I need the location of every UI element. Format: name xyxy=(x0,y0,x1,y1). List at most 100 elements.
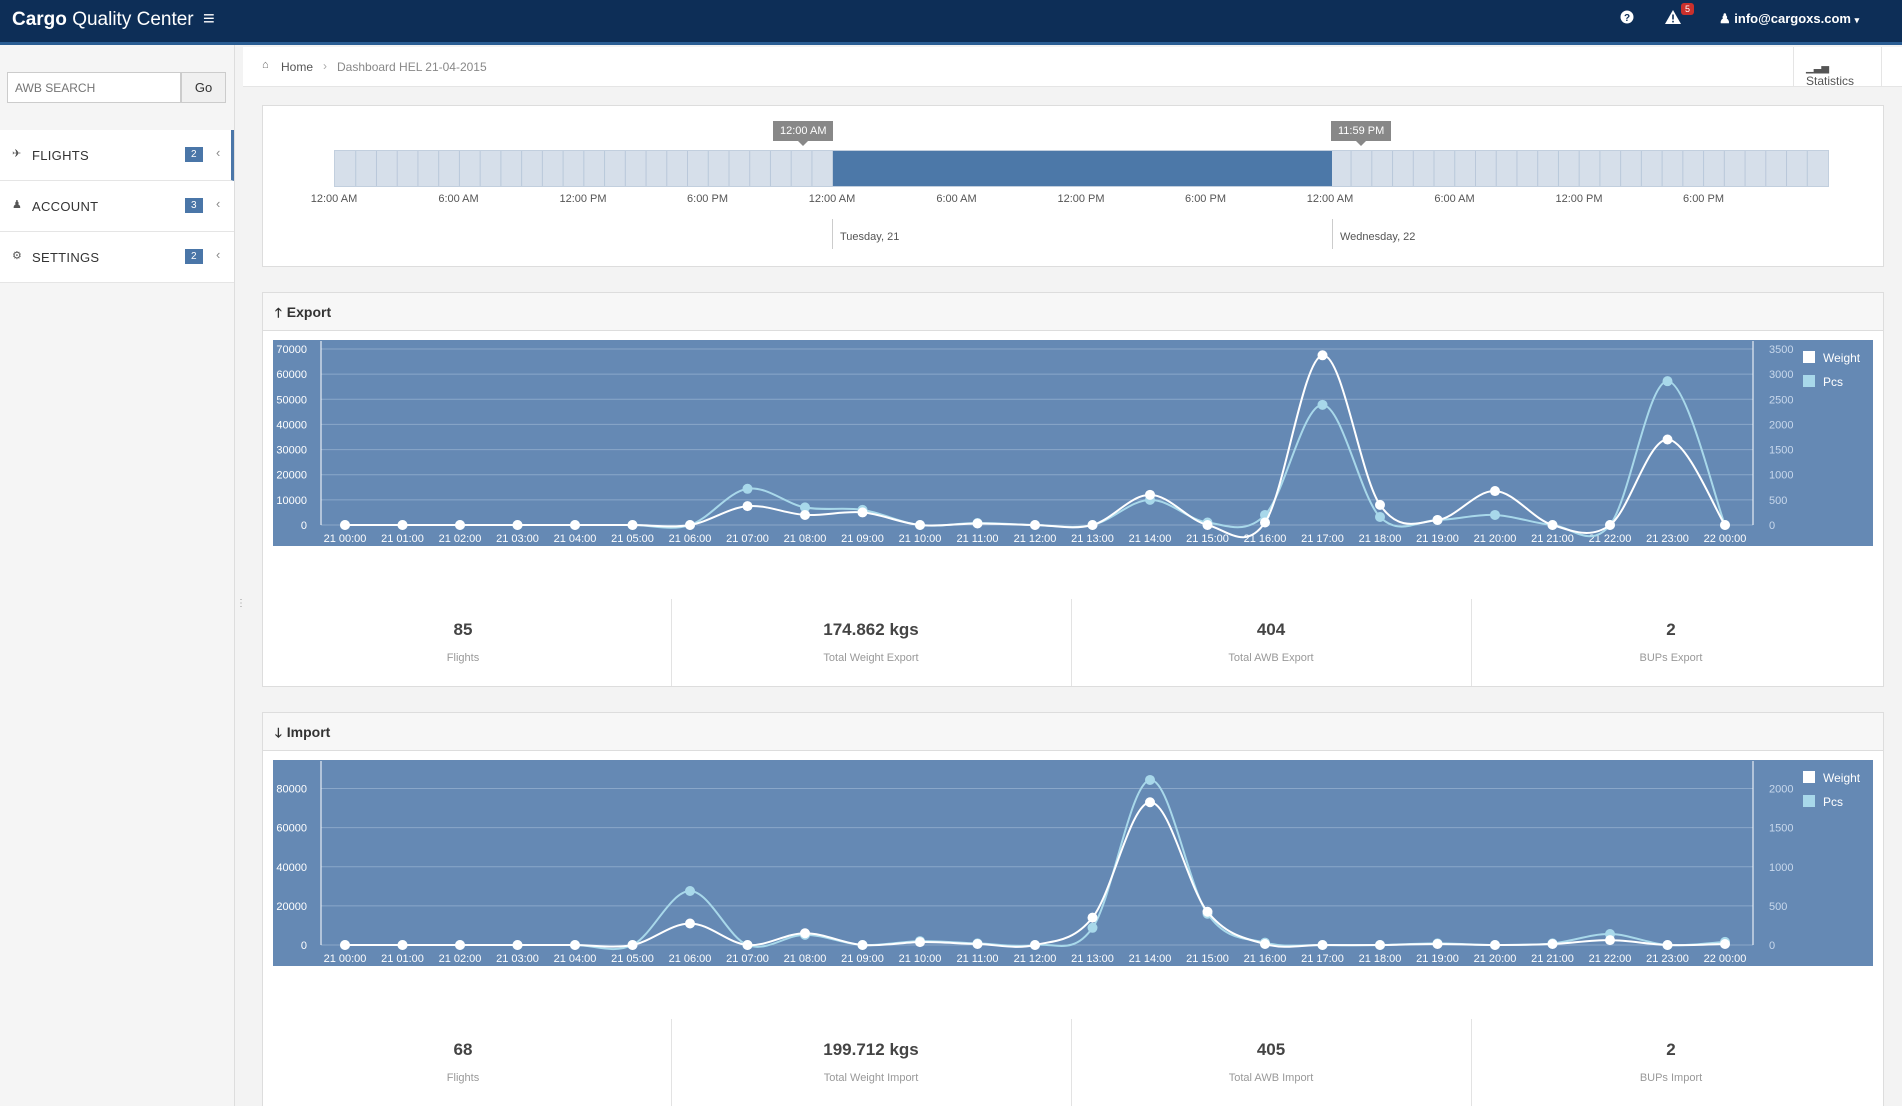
x-axis-tick-label: 21 03:00 xyxy=(496,953,539,965)
data-point-weight[interactable] xyxy=(455,520,465,530)
data-point-weight[interactable] xyxy=(1662,434,1673,445)
data-point-weight[interactable] xyxy=(685,918,695,929)
data-point-weight[interactable] xyxy=(397,940,408,950)
data-point-weight[interactable] xyxy=(1490,940,1500,950)
statistics-button[interactable]: ▁▃▅ Statistics xyxy=(1793,47,1882,88)
gear-icon: ⚙ xyxy=(12,250,22,262)
data-point-weight[interactable] xyxy=(627,520,638,530)
data-point-pcs[interactable] xyxy=(1317,399,1328,410)
data-point-weight[interactable] xyxy=(1547,520,1558,530)
warning-triangle-icon[interactable] xyxy=(1665,10,1681,28)
import-title: Import xyxy=(286,724,331,740)
data-point-weight[interactable] xyxy=(1375,499,1385,510)
sidebar-item-settings[interactable]: ⚙ SETTINGS 2 ‹ xyxy=(0,232,234,283)
legend-label[interactable]: Weight xyxy=(1823,771,1861,785)
data-point-weight[interactable] xyxy=(340,940,350,950)
sidebar-item-account[interactable]: ♟ ACCOUNT 3 ‹ xyxy=(0,181,234,232)
x-axis-tick-label: 21 10:00 xyxy=(899,533,942,545)
data-point-weight[interactable] xyxy=(1317,940,1328,950)
data-point-weight[interactable] xyxy=(1432,939,1443,950)
data-point-weight[interactable] xyxy=(1202,906,1213,917)
y-axis-tick-label: 50000 xyxy=(276,394,307,406)
data-point-weight[interactable] xyxy=(857,507,868,518)
data-point-pcs[interactable] xyxy=(1662,376,1673,387)
data-point-weight[interactable] xyxy=(915,937,925,948)
data-point-weight[interactable] xyxy=(800,509,810,520)
data-point-weight[interactable] xyxy=(972,518,983,529)
y2-axis-tick-label: 2000 xyxy=(1769,784,1793,796)
stat-divider xyxy=(1071,1019,1072,1106)
data-point-weight[interactable] xyxy=(570,940,580,950)
stat-label: Flights xyxy=(446,1072,480,1084)
data-point-weight[interactable] xyxy=(1547,939,1558,950)
data-point-weight[interactable] xyxy=(1432,514,1443,525)
y2-axis-tick-label: 1000 xyxy=(1769,470,1793,482)
timeline-tick-label: 6:00 AM xyxy=(438,193,479,205)
data-point-weight[interactable] xyxy=(857,940,868,950)
data-point-weight[interactable] xyxy=(512,520,523,530)
sidebar-resize-handle[interactable]: ⋮ xyxy=(236,598,246,609)
data-point-weight[interactable] xyxy=(1375,940,1385,950)
data-point-weight[interactable] xyxy=(1662,940,1673,950)
data-point-weight[interactable] xyxy=(1030,940,1040,950)
data-point-weight[interactable] xyxy=(1317,350,1328,361)
data-point-weight[interactable] xyxy=(1145,797,1155,808)
data-point-weight[interactable] xyxy=(570,520,580,530)
y-axis-tick-label: 60000 xyxy=(276,369,307,381)
legend-label[interactable]: Pcs xyxy=(1823,795,1843,809)
data-point-pcs[interactable] xyxy=(685,886,695,897)
data-point-weight[interactable] xyxy=(1605,935,1615,946)
data-point-weight[interactable] xyxy=(627,940,638,950)
timeline-start-handle[interactable]: 12:00 AM xyxy=(773,121,834,146)
x-axis-tick-label: 22 00:00 xyxy=(1704,533,1747,545)
data-point-weight[interactable] xyxy=(1720,520,1730,530)
data-point-weight[interactable] xyxy=(1087,912,1098,923)
brand-logo[interactable]: Cargo Quality Center xyxy=(12,9,194,31)
data-point-weight[interactable] xyxy=(1087,520,1098,530)
data-point-weight[interactable] xyxy=(742,501,753,512)
y-axis-tick-label: 40000 xyxy=(276,862,307,874)
data-point-weight[interactable] xyxy=(685,520,695,530)
data-point-pcs[interactable] xyxy=(1087,922,1098,933)
user-menu[interactable]: ♟ info@cargoxs.com ▾ xyxy=(1719,11,1859,27)
timeline-tick-label: 12:00 AM xyxy=(1306,193,1354,205)
awb-search-input[interactable] xyxy=(7,72,181,103)
data-point-weight[interactable] xyxy=(397,520,408,530)
legend-label[interactable]: Weight xyxy=(1823,351,1861,365)
data-point-weight[interactable] xyxy=(1720,939,1730,950)
statistics-label: Statistics xyxy=(1806,74,1855,88)
x-axis-tick-label: 21 11:00 xyxy=(956,953,998,965)
data-point-weight[interactable] xyxy=(340,520,350,530)
timeline-tick-label: 6:00 PM xyxy=(687,193,728,205)
timeline-selected-range[interactable] xyxy=(833,151,1332,186)
data-point-weight[interactable] xyxy=(972,939,983,950)
sidebar-item-flights[interactable]: ✈ FLIGHTS 2 ‹ xyxy=(0,130,234,181)
data-point-weight[interactable] xyxy=(742,940,753,950)
data-point-pcs[interactable] xyxy=(742,483,753,494)
data-point-weight[interactable] xyxy=(1030,520,1040,530)
data-point-pcs[interactable] xyxy=(1490,509,1500,520)
timeline-track[interactable] xyxy=(334,150,1829,187)
stat-label: Flights xyxy=(446,652,480,664)
breadcrumb-home-link[interactable]: Home xyxy=(281,60,314,74)
data-point-pcs[interactable] xyxy=(800,502,810,513)
data-point-weight[interactable] xyxy=(1605,520,1615,530)
go-button[interactable]: Go xyxy=(181,72,226,103)
data-point-weight[interactable] xyxy=(1490,486,1500,497)
data-point-weight[interactable] xyxy=(915,520,925,530)
data-point-weight[interactable] xyxy=(1260,517,1270,528)
data-point-weight[interactable] xyxy=(1145,489,1155,500)
data-point-pcs[interactable] xyxy=(1375,511,1385,522)
data-point-weight[interactable] xyxy=(800,928,810,939)
legend-label[interactable]: Pcs xyxy=(1823,375,1843,389)
data-point-pcs[interactable] xyxy=(1145,774,1155,785)
question-circle-icon[interactable]: ? xyxy=(1620,10,1634,28)
timeline-end-handle[interactable]: 11:59 PM xyxy=(1331,121,1392,146)
data-point-weight[interactable] xyxy=(1202,520,1213,530)
stat-total-awb: 405 Total AWB Import xyxy=(1071,1019,1471,1106)
data-point-weight[interactable] xyxy=(1260,939,1270,950)
export-chart: 0 10000 20000 30000 40000 50000 60000 70000 0 500… xyxy=(273,340,1873,593)
hamburger-icon[interactable]: ≡ xyxy=(203,8,215,30)
data-point-weight[interactable] xyxy=(455,940,465,950)
data-point-weight[interactable] xyxy=(512,940,523,950)
